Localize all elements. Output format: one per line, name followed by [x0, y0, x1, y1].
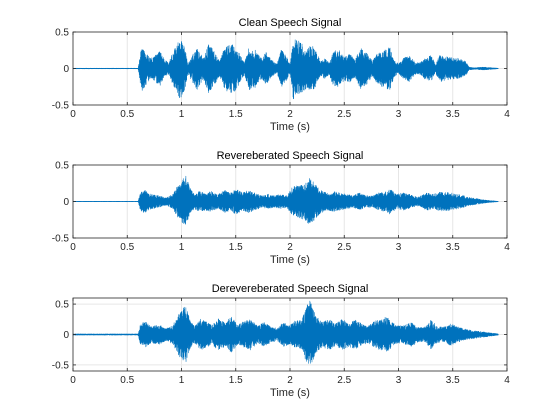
x-tick-label: 4	[504, 375, 510, 386]
x-tick-label: 1	[179, 109, 185, 120]
x-tick-label: 3.5	[446, 375, 460, 386]
y-tick-label: -0.5	[52, 101, 70, 112]
x-tick-label: 3	[396, 375, 402, 386]
x-tick-label: 3	[396, 109, 402, 120]
subplot-title: Derevereberated Speech Signal	[212, 283, 369, 295]
x-tick-label: 4	[504, 242, 510, 253]
y-tick-label: 0.5	[55, 300, 69, 311]
subplot-title: Clean Speech Signal	[239, 17, 342, 29]
x-tick-label: 1	[179, 375, 185, 386]
y-tick-label: -0.5	[52, 234, 70, 245]
y-tick-label: 0	[63, 197, 69, 208]
y-tick-label: 0.5	[55, 28, 69, 39]
x-tick-label: 0	[70, 375, 76, 386]
signal-line	[72, 175, 499, 225]
x-axis-label: Time (s)	[270, 387, 310, 399]
signal-line	[72, 300, 499, 364]
x-axis-label: Time (s)	[270, 254, 310, 266]
x-tick-label: 2	[287, 109, 293, 120]
x-tick-label: 0.5	[120, 242, 134, 253]
x-tick-label: 0	[70, 109, 76, 120]
x-tick-label: 3	[396, 242, 402, 253]
x-tick-label: 3.5	[446, 109, 460, 120]
x-tick-label: 2.5	[337, 375, 351, 386]
x-tick-label: 2.5	[337, 109, 351, 120]
x-axis-label: Time (s)	[270, 121, 310, 133]
x-tick-label: 1	[179, 242, 185, 253]
x-tick-label: 1.5	[229, 375, 243, 386]
y-tick-label: 0	[63, 64, 69, 75]
y-tick-label: 0	[63, 330, 69, 341]
x-tick-label: 0.5	[120, 375, 134, 386]
signal-line	[72, 39, 499, 100]
x-tick-label: 0.5	[120, 109, 134, 120]
x-tick-label: 2	[287, 375, 293, 386]
x-tick-label: 2.5	[337, 242, 351, 253]
subplot-title: Revereberated Speech Signal	[217, 150, 364, 162]
x-tick-label: 1.5	[229, 109, 243, 120]
y-tick-label: 0.5	[55, 161, 69, 172]
subplot-3: 0 0.5 1 1.5 2 2.5 3 3.5 4-0.500.5Derevereberated…	[52, 283, 510, 399]
x-tick-label: 4	[504, 109, 510, 120]
x-tick-label: 1.5	[229, 242, 243, 253]
x-tick-label: 0	[70, 242, 76, 253]
y-tick-label: -0.5	[52, 360, 70, 371]
x-tick-label: 2	[287, 242, 293, 253]
x-tick-label: 3.5	[446, 242, 460, 253]
